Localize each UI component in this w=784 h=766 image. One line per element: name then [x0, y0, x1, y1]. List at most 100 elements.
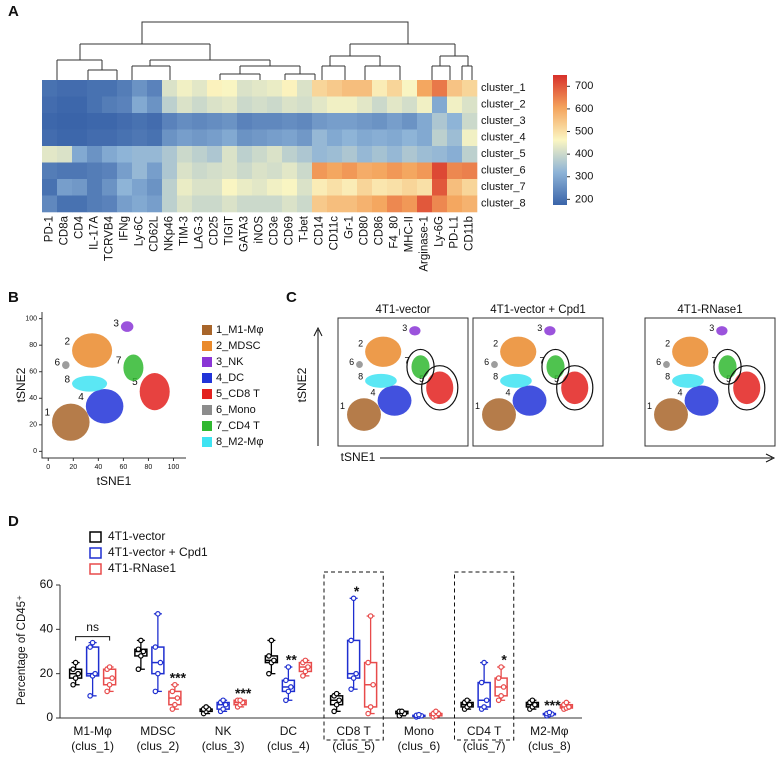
heat-cell	[372, 129, 388, 147]
heat-cell	[177, 195, 193, 213]
circled-cluster	[713, 348, 742, 385]
data-point	[498, 693, 504, 699]
legend-label: 4T1-vector	[108, 529, 165, 543]
circled-cluster	[556, 365, 594, 411]
heat-cell	[147, 162, 163, 180]
data-point	[302, 668, 309, 675]
heat-cell	[282, 162, 298, 180]
y-axis-label: tSNE2	[295, 367, 309, 402]
y-tick-label: 60	[29, 369, 37, 376]
heat-cell	[192, 129, 208, 147]
x-tick-label: NK	[215, 724, 232, 738]
heat-cell	[72, 146, 88, 163]
heat-cell	[42, 162, 58, 180]
cluster-label: 7	[539, 355, 544, 365]
y-tick-label: 40	[40, 622, 54, 636]
data-point	[70, 666, 76, 673]
heat-cell	[267, 96, 283, 114]
cluster-label: 4	[78, 392, 84, 403]
heat-cell	[162, 96, 178, 114]
data-point	[367, 704, 374, 710]
heat-cell	[102, 129, 118, 147]
x-arrow	[380, 453, 776, 463]
heat-cell	[357, 80, 373, 97]
data-point	[138, 637, 144, 644]
data-point	[478, 679, 485, 686]
heat-cell	[102, 146, 118, 163]
data-point	[365, 659, 371, 666]
heat-cell	[282, 80, 298, 97]
heat-cell	[87, 195, 103, 213]
heat-cell	[42, 179, 58, 196]
circled-cluster	[728, 365, 766, 411]
heat-cell	[87, 80, 103, 97]
heat-cell	[462, 179, 478, 196]
cluster-cloud	[72, 375, 108, 392]
heat-cell	[222, 96, 238, 114]
plot-frame	[644, 317, 776, 447]
heat-cell	[297, 146, 313, 163]
y-tick-label: 20	[29, 422, 37, 429]
data-point	[283, 697, 289, 704]
data-point	[348, 637, 354, 644]
heat-cell	[432, 146, 448, 163]
heat-cell	[222, 129, 238, 147]
cluster-label: 5	[726, 374, 731, 384]
cluster-cloud	[672, 336, 709, 367]
data-point	[399, 708, 405, 715]
heat-cell	[342, 129, 358, 147]
column-label: IFNg	[119, 216, 131, 241]
x-tick-label: (clus_6)	[398, 739, 441, 753]
data-point	[106, 664, 113, 670]
data-point	[157, 659, 164, 666]
legend-swatch	[89, 547, 102, 559]
heat-cell	[297, 195, 313, 213]
data-point	[348, 686, 354, 692]
annotation: **	[286, 652, 297, 668]
legend-label: 7_CD4 T	[216, 420, 260, 432]
annotation: *	[501, 652, 507, 668]
heat-cell	[372, 162, 388, 180]
x-tick-label: (clus_2)	[137, 739, 180, 753]
column-label: CD62L	[149, 215, 161, 251]
x-tick-label: 40	[94, 464, 102, 471]
cluster-label: 5	[419, 374, 424, 384]
heat-cell	[57, 80, 73, 97]
legend-label: 4T1-RNase1	[108, 561, 176, 575]
heat-cell	[327, 80, 343, 97]
heat-cell	[117, 96, 133, 114]
colorbar-label: 400	[575, 148, 593, 160]
cluster-cloud	[409, 326, 421, 336]
heat-cell	[387, 80, 403, 97]
y-tick-label: 20	[40, 666, 54, 680]
x-tick-label: 20	[69, 464, 77, 471]
data-point	[495, 697, 502, 704]
column-label: TIGIT	[224, 216, 236, 245]
heat-cell	[402, 129, 418, 147]
data-point	[529, 697, 536, 704]
heat-cell	[267, 195, 283, 213]
column-label: LAG-3	[194, 216, 206, 249]
heat-cell	[432, 162, 448, 180]
x-tick-label: M2-Mφ	[530, 724, 569, 738]
cluster-label: 4	[371, 387, 376, 397]
x-tick-label: 100	[168, 464, 180, 471]
data-point	[336, 697, 342, 704]
heat-cell	[162, 129, 178, 147]
heat-cell	[162, 195, 178, 213]
highlight-box	[323, 571, 384, 741]
row-label: cluster_7	[481, 181, 526, 193]
colorbar-label: 700	[575, 80, 593, 92]
heat-cell	[192, 96, 208, 114]
data-point	[135, 646, 142, 653]
heat-cell	[417, 195, 433, 213]
heat-cell	[222, 195, 238, 213]
x-tick-label: (clus_8)	[528, 739, 571, 753]
cluster-label: 8	[665, 372, 670, 382]
data-point	[87, 644, 93, 650]
heat-cell	[162, 146, 178, 163]
heat-cell	[432, 96, 448, 114]
data-point	[495, 675, 502, 681]
heat-cell	[252, 96, 268, 114]
plot-frame	[472, 317, 604, 447]
